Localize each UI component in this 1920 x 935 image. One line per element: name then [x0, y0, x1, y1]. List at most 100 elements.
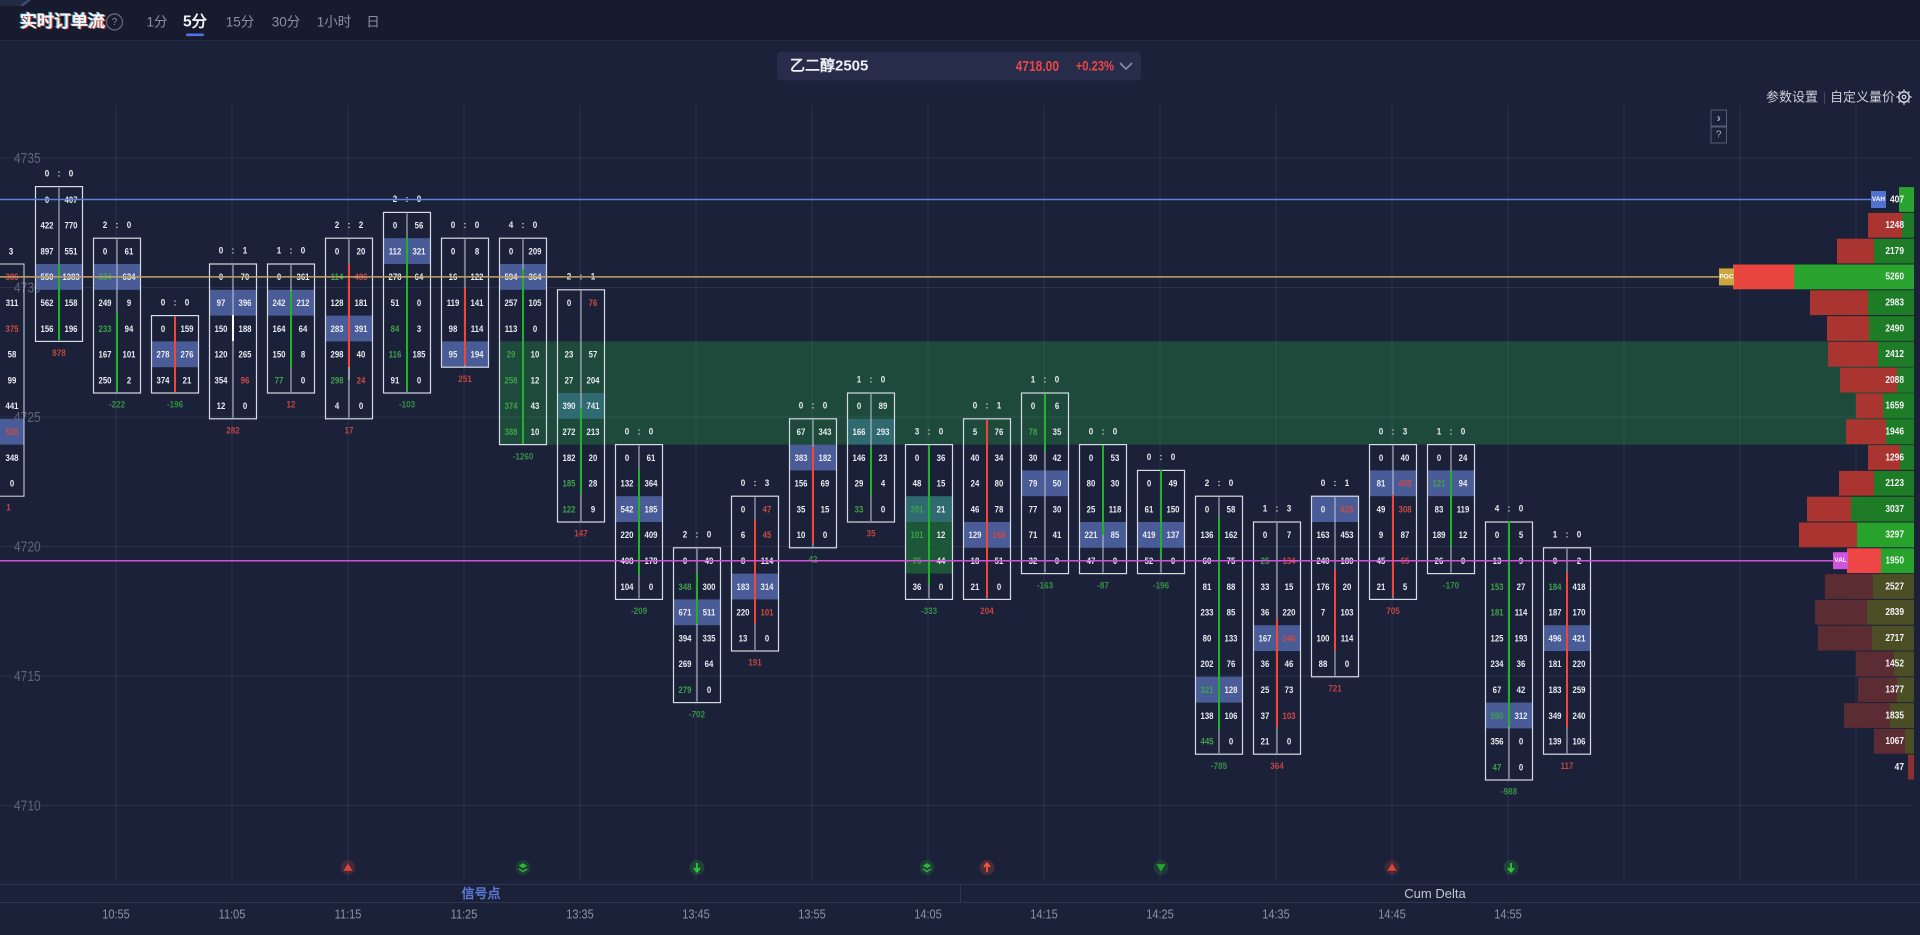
svg-text:36: 36	[1517, 658, 1526, 669]
svg-text:2: 2	[1205, 477, 1210, 488]
svg-text:61: 61	[125, 246, 134, 257]
svg-text:0: 0	[939, 426, 944, 437]
svg-text::: :	[638, 426, 641, 437]
svg-text::: :	[1102, 426, 1105, 437]
svg-text:1: 1	[997, 400, 1002, 411]
svg-text:80: 80	[995, 478, 1004, 489]
svg-text:191: 191	[748, 657, 762, 668]
svg-text:170: 170	[1573, 607, 1586, 618]
svg-text:-170: -170	[1443, 580, 1459, 591]
svg-text:0: 0	[161, 323, 165, 334]
svg-text:101: 101	[911, 529, 924, 540]
svg-text:78: 78	[995, 504, 1004, 515]
svg-text:20: 20	[357, 246, 366, 257]
svg-text:0: 0	[649, 426, 654, 437]
svg-text:0: 0	[1519, 736, 1523, 747]
svg-text:298: 298	[331, 349, 344, 360]
svg-text:Cum Delta: Cum Delta	[1404, 886, 1466, 901]
svg-text:0: 0	[1171, 452, 1176, 463]
svg-text:81: 81	[1377, 478, 1386, 489]
svg-text:0: 0	[1379, 452, 1383, 463]
svg-text:6: 6	[741, 529, 745, 540]
svg-text:4: 4	[881, 478, 885, 489]
svg-text:21: 21	[1261, 736, 1270, 747]
svg-text:150: 150	[273, 349, 286, 360]
svg-text:34: 34	[995, 452, 1004, 463]
svg-text:88: 88	[1319, 658, 1328, 669]
svg-text:2123: 2123	[1885, 477, 1904, 489]
svg-text:0: 0	[1089, 426, 1094, 437]
svg-text::: :	[1566, 529, 1569, 540]
svg-text:0: 0	[707, 529, 712, 540]
svg-text:0: 0	[301, 375, 305, 386]
svg-text:496: 496	[1549, 633, 1562, 644]
svg-text:15: 15	[937, 478, 946, 489]
svg-text:282: 282	[226, 425, 240, 436]
svg-text:204: 204	[587, 375, 600, 386]
svg-text:7: 7	[1287, 529, 1291, 540]
svg-text:0: 0	[997, 581, 1001, 592]
svg-text:0: 0	[1287, 736, 1291, 747]
svg-text:0: 0	[625, 452, 629, 463]
svg-text:42: 42	[809, 554, 818, 565]
svg-text:14:55: 14:55	[1494, 908, 1522, 922]
svg-text:242: 242	[273, 297, 286, 308]
svg-text:128: 128	[331, 297, 344, 308]
svg-text:实时订单流: 实时订单流	[21, 11, 106, 31]
svg-text:10: 10	[531, 426, 540, 437]
svg-text:2: 2	[359, 219, 364, 230]
svg-text:›: ›	[1717, 111, 1721, 125]
svg-text:78: 78	[1029, 426, 1038, 437]
svg-text:14:25: 14:25	[1146, 908, 1174, 922]
svg-text:1: 1	[1553, 529, 1558, 540]
svg-text:8: 8	[475, 246, 479, 257]
svg-text:147: 147	[574, 528, 588, 539]
svg-text:187: 187	[1549, 607, 1562, 618]
svg-text:133: 133	[1225, 633, 1238, 644]
svg-text::: :	[348, 219, 351, 230]
svg-text:10: 10	[531, 349, 540, 360]
svg-text:89: 89	[879, 400, 888, 411]
svg-text:23: 23	[565, 349, 574, 360]
svg-text:129: 129	[969, 529, 982, 540]
svg-text:233: 233	[99, 323, 112, 334]
svg-text:98: 98	[449, 323, 458, 334]
svg-text:-209: -209	[631, 606, 647, 617]
svg-text:1: 1	[857, 374, 862, 385]
svg-text:13:45: 13:45	[682, 908, 710, 922]
svg-text:94: 94	[1459, 478, 1468, 489]
svg-text:10:55: 10:55	[102, 908, 130, 922]
svg-text:0: 0	[881, 504, 885, 515]
svg-text:45: 45	[763, 529, 772, 540]
svg-text:250: 250	[99, 375, 112, 386]
svg-text:183: 183	[737, 581, 750, 592]
svg-text:+0.23%: +0.23%	[1076, 58, 1114, 73]
svg-text:0: 0	[939, 581, 943, 592]
svg-text:421: 421	[1573, 633, 1586, 644]
svg-text:0: 0	[973, 400, 978, 411]
svg-text:348: 348	[6, 452, 19, 463]
svg-text:0: 0	[741, 477, 746, 488]
svg-text:0: 0	[533, 219, 538, 230]
svg-text:21: 21	[971, 581, 980, 592]
svg-text:64: 64	[299, 323, 308, 334]
svg-text:9: 9	[1379, 529, 1383, 540]
svg-text:7: 7	[1321, 607, 1325, 618]
svg-text:185: 185	[645, 504, 658, 515]
svg-text:实时订单流: 实时订单流	[20, 11, 105, 31]
svg-text:14:35: 14:35	[1262, 908, 1290, 922]
svg-text:201: 201	[911, 504, 924, 515]
svg-text:67: 67	[1493, 684, 1502, 695]
svg-text:168: 168	[993, 529, 1006, 540]
svg-text:671: 671	[679, 607, 692, 618]
svg-text:40: 40	[971, 452, 980, 463]
svg-text:181: 181	[1491, 607, 1504, 618]
svg-text:77: 77	[1029, 504, 1038, 515]
svg-text:2983: 2983	[1885, 297, 1904, 309]
svg-text:30: 30	[1029, 452, 1038, 463]
svg-text:84: 84	[391, 323, 400, 334]
svg-text:348: 348	[679, 581, 692, 592]
svg-text:33: 33	[1261, 581, 1270, 592]
svg-text:25: 25	[1261, 684, 1270, 695]
svg-text:61: 61	[1145, 504, 1154, 515]
